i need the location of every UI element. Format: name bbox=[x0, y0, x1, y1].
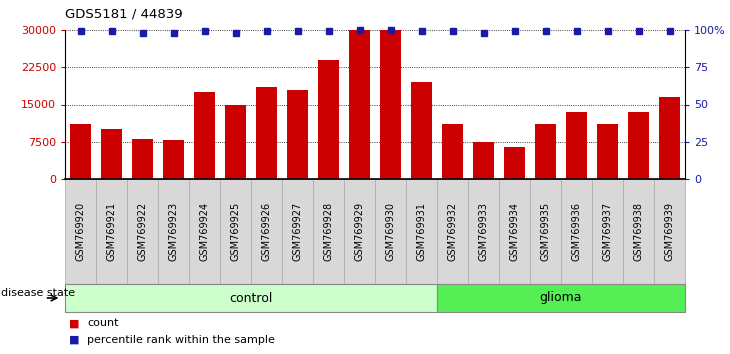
Text: GSM769927: GSM769927 bbox=[293, 202, 302, 261]
Text: GSM769939: GSM769939 bbox=[664, 202, 675, 261]
Bar bbox=[101, 129, 122, 179]
Text: GSM769926: GSM769926 bbox=[261, 202, 272, 261]
Bar bbox=[194, 92, 215, 179]
Bar bbox=[164, 140, 183, 179]
Text: GSM769925: GSM769925 bbox=[231, 202, 240, 261]
Bar bbox=[380, 30, 401, 179]
Text: GSM769936: GSM769936 bbox=[572, 202, 582, 261]
Text: ■: ■ bbox=[69, 318, 79, 328]
Bar bbox=[412, 82, 431, 179]
Bar bbox=[288, 90, 307, 179]
Text: GSM769937: GSM769937 bbox=[602, 202, 612, 261]
Bar bbox=[226, 104, 245, 179]
Text: GSM769923: GSM769923 bbox=[169, 202, 179, 261]
Text: GSM769932: GSM769932 bbox=[447, 202, 458, 261]
Bar bbox=[597, 124, 618, 179]
Text: GSM769930: GSM769930 bbox=[385, 202, 396, 261]
Bar bbox=[256, 87, 277, 179]
Text: GSM769921: GSM769921 bbox=[107, 202, 117, 261]
Text: GDS5181 / 44839: GDS5181 / 44839 bbox=[65, 7, 182, 20]
Text: disease state: disease state bbox=[1, 288, 75, 298]
Text: ■: ■ bbox=[69, 335, 79, 345]
Bar bbox=[442, 124, 463, 179]
Text: count: count bbox=[87, 318, 118, 328]
Text: GSM769934: GSM769934 bbox=[510, 202, 520, 261]
Text: GSM769922: GSM769922 bbox=[137, 202, 147, 261]
Bar bbox=[659, 97, 680, 179]
Text: GSM769929: GSM769929 bbox=[355, 202, 364, 261]
Text: GSM769935: GSM769935 bbox=[540, 202, 550, 261]
Bar bbox=[474, 142, 493, 179]
Text: GSM769924: GSM769924 bbox=[199, 202, 210, 261]
Text: GSM769938: GSM769938 bbox=[634, 202, 644, 261]
Bar bbox=[504, 147, 525, 179]
Text: GSM769920: GSM769920 bbox=[75, 202, 85, 261]
Bar bbox=[350, 30, 369, 179]
Bar bbox=[318, 60, 339, 179]
Text: GSM769928: GSM769928 bbox=[323, 202, 334, 261]
Text: percentile rank within the sample: percentile rank within the sample bbox=[87, 335, 274, 345]
Bar bbox=[132, 139, 153, 179]
Text: control: control bbox=[229, 291, 273, 304]
Text: glioma: glioma bbox=[539, 291, 583, 304]
Bar bbox=[566, 112, 587, 179]
Bar bbox=[629, 112, 648, 179]
Bar bbox=[70, 124, 91, 179]
Text: GSM769933: GSM769933 bbox=[478, 202, 488, 261]
Text: GSM769931: GSM769931 bbox=[417, 202, 426, 261]
Bar bbox=[535, 124, 556, 179]
